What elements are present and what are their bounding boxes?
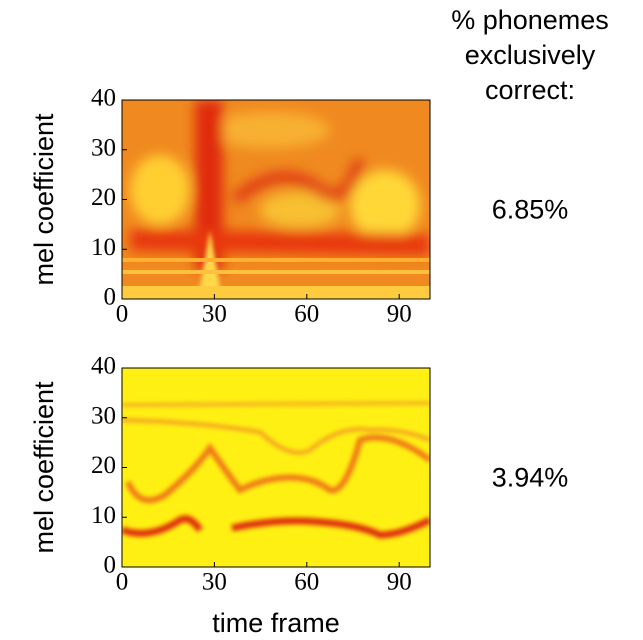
x-axis-label: time frame [212,608,340,638]
y-tick-label: 20 [91,452,116,479]
x-tick-label: 30 [202,569,227,596]
x-tick-label: 30 [202,301,227,328]
x-tick-label: 60 [294,301,319,328]
y-tick-label: 30 [91,134,116,161]
annotation: 3.94% [492,463,569,493]
x-tick-label: 0 [116,569,129,596]
x-tick-label: 0 [116,301,129,328]
side-header: % phonemes [451,5,609,35]
heatmap-image [122,100,430,299]
x-tick-label: 90 [387,569,412,596]
y-tick-label: 20 [91,184,116,211]
y-axis-label: mel coefficient [29,113,59,286]
y-tick-label: 0 [104,284,117,311]
y-tick-label: 10 [91,502,116,529]
annotation: 6.85% [492,195,569,225]
y-axis-label: mel coefficient [29,381,59,554]
x-tick-label: 60 [294,569,319,596]
side-header: correct: [485,75,575,105]
y-tick-label: 40 [91,353,116,380]
y-tick-label: 40 [91,85,116,112]
y-tick-label: 10 [91,234,116,261]
y-tick-label: 30 [91,402,116,429]
x-tick-label: 90 [387,301,412,328]
heatmap-image [122,368,430,567]
y-tick-label: 0 [104,552,117,579]
side-header: exclusively [465,40,596,70]
